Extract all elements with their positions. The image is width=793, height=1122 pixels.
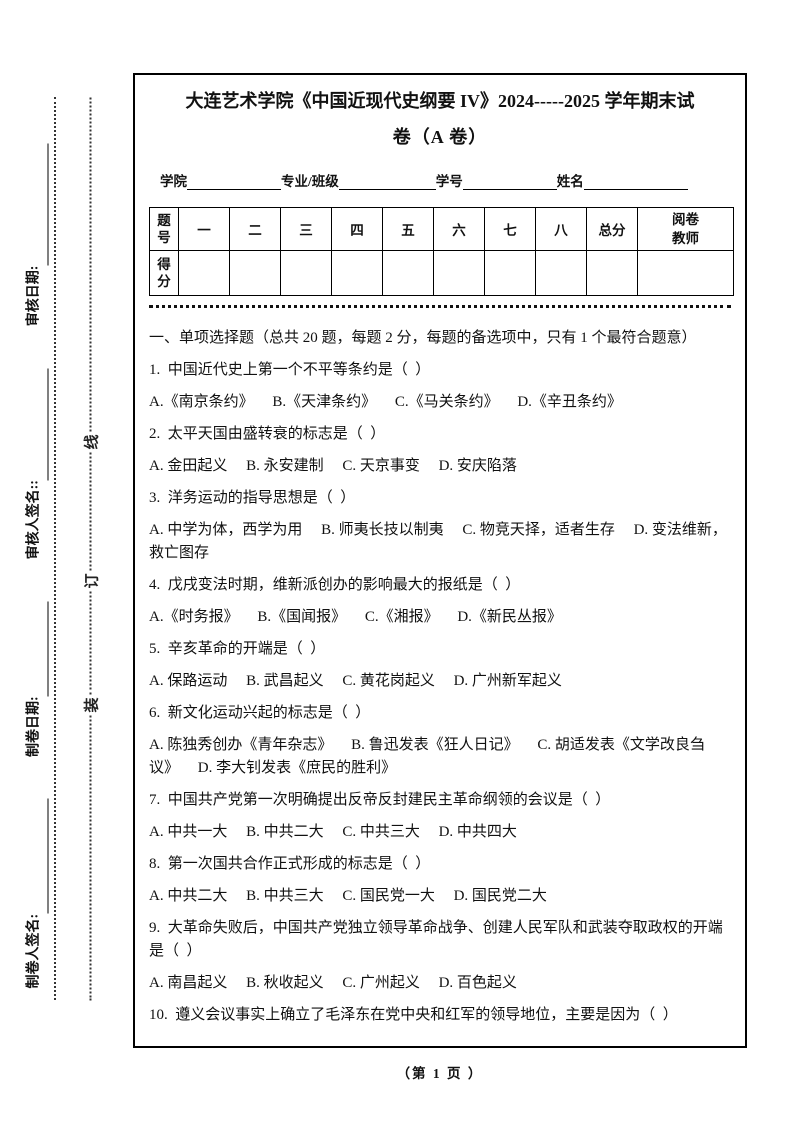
score-cell: [484, 250, 536, 296]
question-column-header: 六: [433, 207, 485, 251]
field-label: 学号: [435, 174, 463, 189]
score-cell: [280, 250, 332, 296]
field-blank-line: [462, 174, 557, 190]
score-cell: [229, 250, 281, 296]
score-cell: [331, 250, 383, 296]
binding-dotted-segment: [89, 452, 92, 571]
exam-title: 大连艺术学院《中国近现代史纲要 IV》2024-----2025 学年期末试 卷…: [149, 88, 731, 151]
grader-header: 阅卷教师: [637, 207, 734, 251]
page-footer: （第 1 页 ）: [396, 1066, 484, 1081]
score-cell: [433, 250, 485, 296]
signature-block: 审核日期:: [18, 143, 52, 327]
question-options: A. 陈独秀创办《青年杂志》 B. 鲁迅发表《狂人日记》 C. 胡适发表《文学改…: [149, 737, 705, 776]
question-text: 10. 遵义会议事实上确立了毛泽东在党中央和红军的领导地位，主要是因为（ ）: [149, 1007, 678, 1023]
signature-block: 制卷人签名:: [18, 798, 52, 989]
question-column-header: 二: [229, 207, 281, 251]
binding-dotted-line-inner: [54, 97, 56, 1000]
question-options: A. 中学为体，西学为用 B. 师夷长技以制夷 C. 物竞天择，适者生存 D. …: [149, 522, 727, 561]
score-cell: [637, 250, 734, 296]
question-text: 8. 第一次国共合作正式形成的标志是（ ）: [149, 856, 431, 872]
question-options: A.《时务报》 B.《国闻报》 C.《湘报》 D.《新民丛报》: [149, 609, 562, 625]
question-column-header: 三: [280, 207, 332, 251]
corner-cell-label: 题号: [157, 213, 171, 245]
question-text: 9. 大革命失败后，中国共产党独立领导革命战争、创建人民军队和武装夺取政权的开端…: [149, 920, 723, 959]
field-blank-line: [187, 174, 281, 190]
question-text: 2. 太平天国由盛转衰的标志是（ ）: [149, 426, 386, 442]
question-column-header: 七: [484, 207, 536, 251]
title-line-2: 卷（A 卷）: [392, 127, 488, 147]
student-info-row: 学院 专业/班级 学号 姓名: [149, 174, 731, 190]
question-column-header: 四: [331, 207, 383, 251]
binding-line-strip: 装订线: [80, 97, 102, 1001]
signature-blank-line: [21, 601, 48, 697]
signature-label: 审核人签名::: [26, 480, 42, 560]
score-table-score-row: 得分: [149, 250, 734, 296]
dotted-separator: [149, 305, 731, 308]
field-label: 专业/班级: [281, 174, 339, 189]
question-options: A.《南京条约》 B.《天津条约》 C.《马关条约》 D.《辛丑条约》: [149, 394, 622, 410]
question-text: 1. 中国近代史上第一个不平等条约是（ ）: [149, 362, 431, 378]
question-text: 3. 洋务运动的指导思想是（ ）: [149, 490, 356, 506]
field-label: 姓名: [556, 174, 584, 189]
question-text: 4. 戊戌变法时期，维新派创办的影响最大的报纸是（ ）: [149, 577, 521, 593]
signature-label: 制卷日期:: [26, 696, 42, 757]
signature-strip: 制卷人签名: 制卷日期: 审核人签名:: 审核日期:: [18, 143, 52, 989]
title-line-1: 大连艺术学院《中国近现代史纲要 IV》2024-----2025 学年期末试: [185, 91, 695, 111]
question-options: A. 保路运动 B. 武昌起义 C. 黄花岗起义 D. 广州新军起义: [149, 673, 562, 689]
exam-frame: 大连艺术学院《中国近现代史纲要 IV》2024-----2025 学年期末试 卷…: [133, 73, 747, 1048]
question-text: 6. 新文化运动兴起的标志是（ ）: [149, 705, 371, 721]
questions-list: 1. 中国近代史上第一个不平等条约是（ ） A.《南京条约》 B.《天津条约》 C…: [149, 359, 731, 1027]
field-blank-line: [338, 174, 436, 190]
score-row-label: 得分: [149, 250, 179, 296]
binding-char: 订: [84, 573, 100, 589]
grader-header-label: 阅卷教师: [672, 212, 699, 246]
signature-blank-line: [21, 143, 48, 266]
section-heading: 一、单项选择题（总共 20 题，每题 2 分，每题的备选项中，只有 1 个最符合…: [149, 330, 697, 346]
question-column-header: 八: [535, 207, 587, 251]
score-cell: [178, 250, 230, 296]
score-cell: [382, 250, 434, 296]
signature-block: 审核人签名::: [18, 368, 52, 559]
question-options: A. 中共一大 B. 中共二大 C. 中共三大 D. 中共四大: [149, 824, 517, 840]
score-table: 题号一二三四五六七八总分 阅卷教师 得分: [149, 207, 734, 296]
question-text: 7. 中国共产党第一次明确提出反帝反封建民主革命纲领的会议是（ ）: [149, 792, 611, 808]
question-options: A. 金田起义 B. 永安建制 C. 天京事变 D. 安庆陷落: [149, 458, 517, 474]
binding-char: 线: [84, 434, 100, 450]
score-cell: [586, 250, 638, 296]
signature-label: 制卷人签名:: [26, 913, 42, 989]
question-options: A. 中共二大 B. 中共三大 C. 国民党一大 D. 国民党二大: [149, 888, 547, 904]
signature-blank-line: [21, 368, 48, 481]
binding-char: 装: [84, 697, 100, 713]
score-table-header-row: 题号一二三四五六七八总分 阅卷教师: [149, 207, 734, 251]
question-text: 5. 辛亥革命的开端是（ ）: [149, 641, 326, 657]
question-column-header: 一: [178, 207, 230, 251]
field-blank-line: [583, 174, 688, 190]
binding-dotted-segment: [89, 97, 92, 432]
signature-block: 制卷日期:: [18, 601, 52, 757]
binding-dotted-segment: [89, 591, 92, 695]
question-column-header: 五: [382, 207, 434, 251]
signature-blank-line: [21, 798, 48, 914]
question-options: A. 南昌起义 B. 秋收起义 C. 广州起义 D. 百色起义: [149, 975, 517, 991]
field-label: 学院: [160, 174, 187, 189]
score-row-label-text: 得分: [157, 257, 171, 289]
corner-cell: 题号: [149, 207, 179, 251]
binding-dotted-segment: [89, 715, 92, 1001]
signature-label: 审核日期:: [26, 265, 42, 327]
total-score-header: 总分: [586, 207, 638, 251]
score-cell: [535, 250, 587, 296]
